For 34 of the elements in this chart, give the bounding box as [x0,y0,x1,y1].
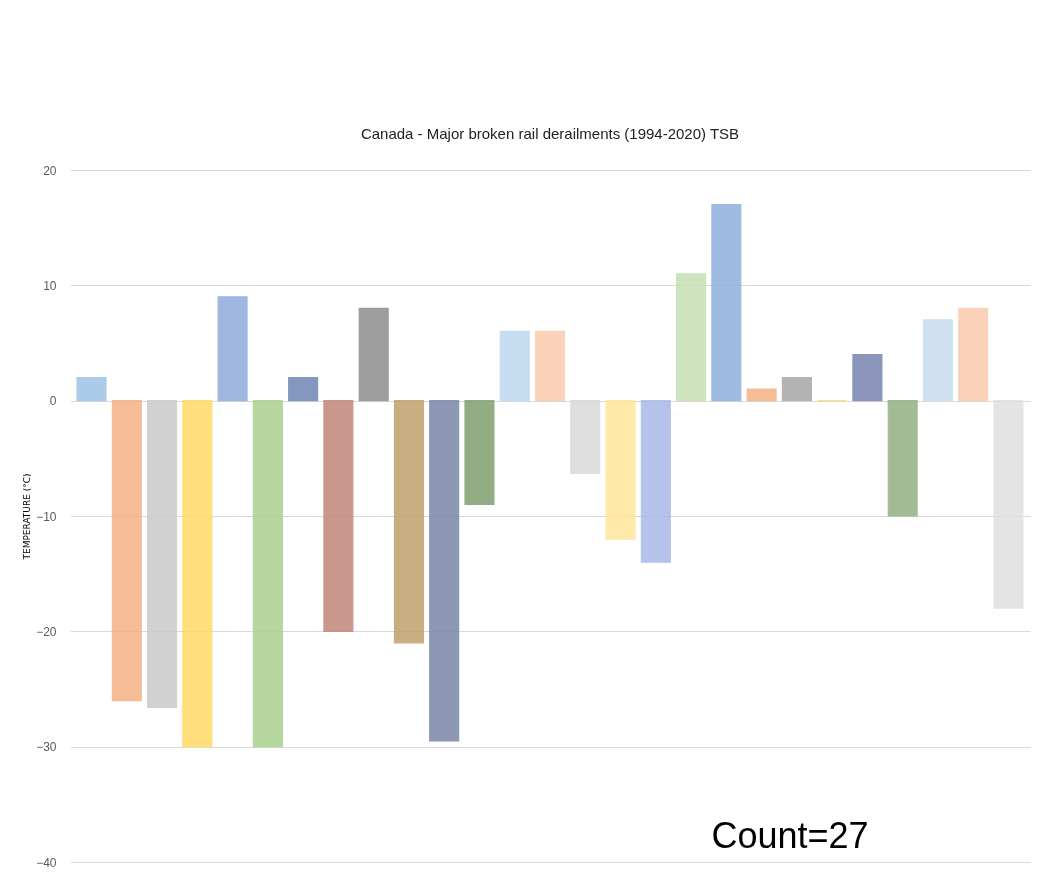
bar [746,388,777,402]
bar [887,400,918,517]
y-tick-label: −30 [36,740,57,755]
bar [111,400,142,702]
y-tick-label: 10 [43,278,57,293]
bar [182,400,213,748]
bar [852,353,883,402]
bar [640,400,671,563]
chart-title: Canada - Major broken rail derailments (1994-2020) TSB [360,125,740,142]
bar [393,400,424,644]
bar [146,400,178,709]
y-axis-title: TEMPERATURE (°C) [22,473,33,561]
y-tick-label: −40 [36,855,57,870]
bar [358,307,389,402]
bar [323,400,354,632]
bar [464,400,495,506]
bar [605,400,636,540]
y-tick-label: −10 [36,509,57,524]
y-tick-label: 20 [43,163,57,178]
bar [288,377,319,402]
bar [252,400,283,748]
y-tick-label: 0 [49,394,57,409]
bar [781,377,812,402]
bar [76,377,107,402]
bar [534,330,566,402]
y-tick-label: −20 [36,624,57,639]
bar [429,400,460,742]
bar [711,204,742,402]
bar [922,319,954,402]
bar [958,307,989,402]
bar [217,296,248,402]
bar [676,273,707,402]
annotation: Count=27 [711,815,869,856]
bar [499,330,530,402]
